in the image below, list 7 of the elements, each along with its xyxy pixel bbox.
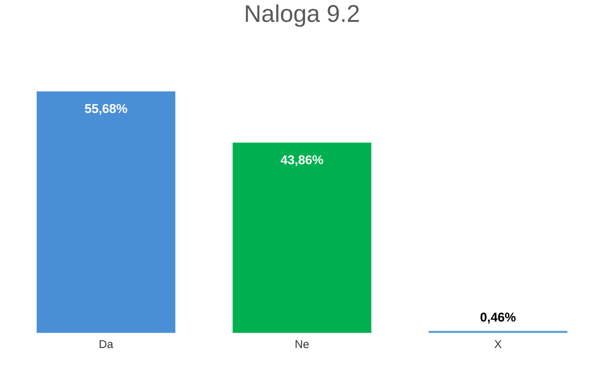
x-tick-label: Ne	[296, 340, 309, 348]
x-tick-label: X	[494, 340, 502, 348]
data-label: 0,46%	[480, 312, 516, 324]
data-label: 55,68%	[84, 104, 128, 115]
data-label: 43,86%	[280, 155, 324, 166]
chart-title: Naloga 9.2	[246, 4, 359, 27]
x-tick-label: Da	[100, 340, 114, 348]
